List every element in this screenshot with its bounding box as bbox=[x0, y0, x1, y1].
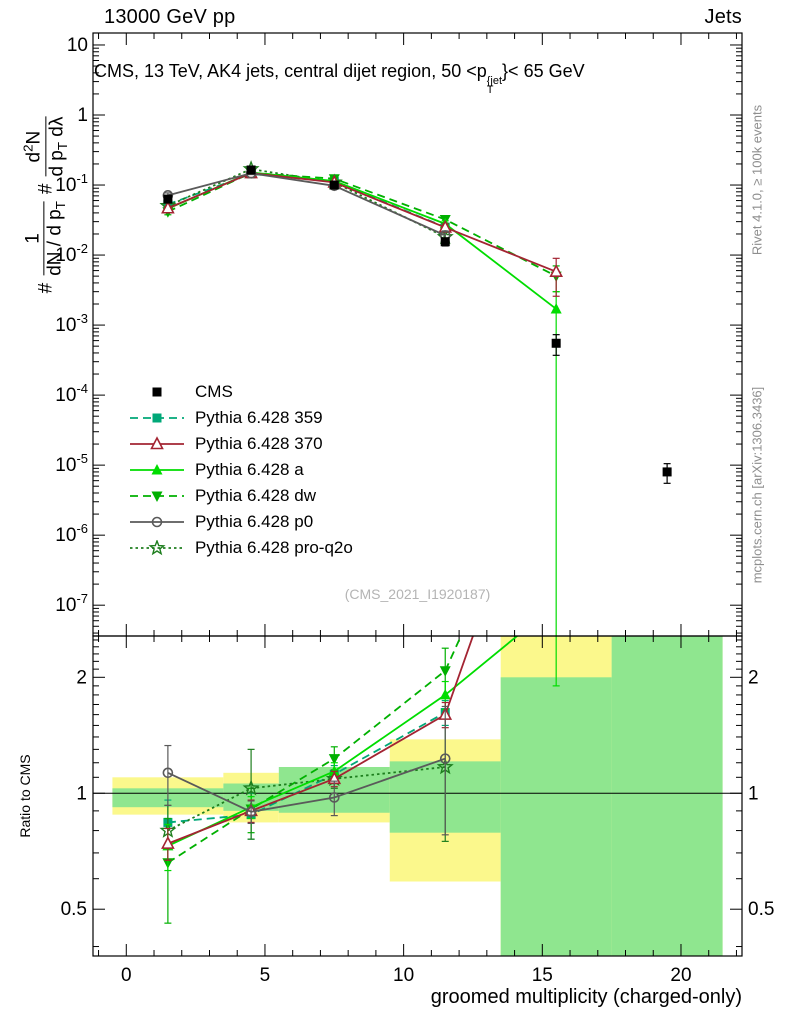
ratio-y-axis-title: Ratio to CMS bbox=[17, 754, 33, 838]
main-series-5 bbox=[159, 160, 454, 245]
legend-marker-cms bbox=[152, 387, 162, 397]
svg-text:0.5: 0.5 bbox=[748, 899, 774, 920]
panel-frames bbox=[92, 32, 743, 957]
svg-text:0.5: 0.5 bbox=[61, 899, 87, 920]
svg-text:10-1: 10-1 bbox=[55, 171, 88, 196]
legend-item-pythia-p0: Pythia 6.428 p0 bbox=[128, 509, 353, 535]
legend-label: Pythia 6.428 pro-q2o bbox=[195, 538, 353, 557]
legend-label: Pythia 6.428 dw bbox=[195, 486, 316, 505]
legend-marker-pythia-p0 bbox=[130, 516, 184, 528]
svg-text:10-5: 10-5 bbox=[55, 451, 88, 476]
svg-text:10: 10 bbox=[393, 965, 414, 986]
axis-ticks bbox=[93, 33, 742, 956]
analysis-title: CMS, 13 TeV, AK4 jets, central dijet reg… bbox=[94, 61, 585, 96]
beam-energy-title: 13000 GeV pp bbox=[104, 6, 236, 28]
svg-text:2: 2 bbox=[76, 667, 87, 688]
pt-jet-supsub: {jet T bbox=[486, 75, 503, 96]
legend-marker-pythia-a bbox=[130, 464, 184, 475]
cms-data-points bbox=[163, 165, 672, 484]
axis-tick-labels: 10 1 10-1 10-2 10-3 10-4 10-5 10-6 10-7 2 2 1 1 0.5 0.… bbox=[55, 35, 774, 986]
legend-marker-pythia-dw bbox=[130, 491, 184, 502]
svg-text:10-2: 10-2 bbox=[55, 241, 88, 266]
svg-text:1: 1 bbox=[77, 105, 88, 126]
ratio-uncertainty-bands bbox=[112, 636, 723, 956]
svg-text:10-3: 10-3 bbox=[55, 311, 88, 336]
svg-text:10: 10 bbox=[67, 35, 88, 56]
svg-text:2: 2 bbox=[748, 667, 759, 688]
y-title-fraction-2: d2N d pT dλ bbox=[20, 116, 70, 177]
legend-label: Pythia 6.428 359 bbox=[195, 408, 323, 427]
svg-text:20: 20 bbox=[670, 965, 691, 986]
legend-item-pythia-a: Pythia 6.428 a bbox=[128, 457, 353, 483]
legend-marker-pythia-359 bbox=[130, 413, 184, 423]
process-title: Jets bbox=[704, 6, 742, 28]
legend: CMS Pythia 6.428 359 Pythia 6.428 370 Py… bbox=[128, 379, 353, 561]
legend-label: Pythia 6.428 a bbox=[195, 460, 304, 479]
legend-marker-pythia-pro-q2o bbox=[130, 540, 184, 556]
legend-marker-pythia-370 bbox=[130, 436, 184, 450]
analysis-id-watermark: (CMS_2021_I1920187) bbox=[344, 586, 491, 602]
main-y-axis-title: # 1 dN / d pT # d2N d pT dλ bbox=[20, 116, 70, 294]
svg-text:10-6: 10-6 bbox=[55, 521, 88, 546]
legend-label: CMS bbox=[195, 382, 233, 401]
legend-item-pythia-370: Pythia 6.428 370 bbox=[128, 431, 353, 457]
mcplots-reference-note: mcplots.cern.ch [arXiv:1306.3436] bbox=[749, 386, 765, 584]
legend-item-pythia-359: Pythia 6.428 359 bbox=[128, 405, 353, 431]
x-axis-title: groomed multiplicity (charged-only) bbox=[430, 986, 742, 1008]
y-title-fraction-1: 1 dN / d pT bbox=[22, 201, 69, 276]
legend-item-pythia-pro-q2o: Pythia 6.428 pro-q2o bbox=[128, 535, 353, 561]
svg-text:10-4: 10-4 bbox=[55, 381, 88, 406]
legend-label: Pythia 6.428 p0 bbox=[195, 512, 314, 531]
legend-label: Pythia 6.428 370 bbox=[195, 434, 323, 453]
svg-text:10-7: 10-7 bbox=[55, 591, 88, 616]
legend-item-pythia-dw: Pythia 6.428 dw bbox=[128, 483, 353, 509]
svg-text:1: 1 bbox=[76, 783, 87, 804]
ratio-series-4 bbox=[162, 705, 451, 836]
svg-text:15: 15 bbox=[532, 965, 553, 986]
svg-text:5: 5 bbox=[260, 965, 271, 986]
svg-text:1: 1 bbox=[748, 783, 759, 804]
rivet-version-note: Rivet 4.1.0, ≥ 100k events bbox=[749, 104, 765, 256]
legend-item-cms: CMS bbox=[128, 379, 353, 405]
analysis-title-text: CMS, 13 TeV, AK4 jets, central dijet reg… bbox=[94, 61, 487, 81]
main-series-3 bbox=[162, 168, 562, 293]
svg-text:0: 0 bbox=[121, 965, 132, 986]
